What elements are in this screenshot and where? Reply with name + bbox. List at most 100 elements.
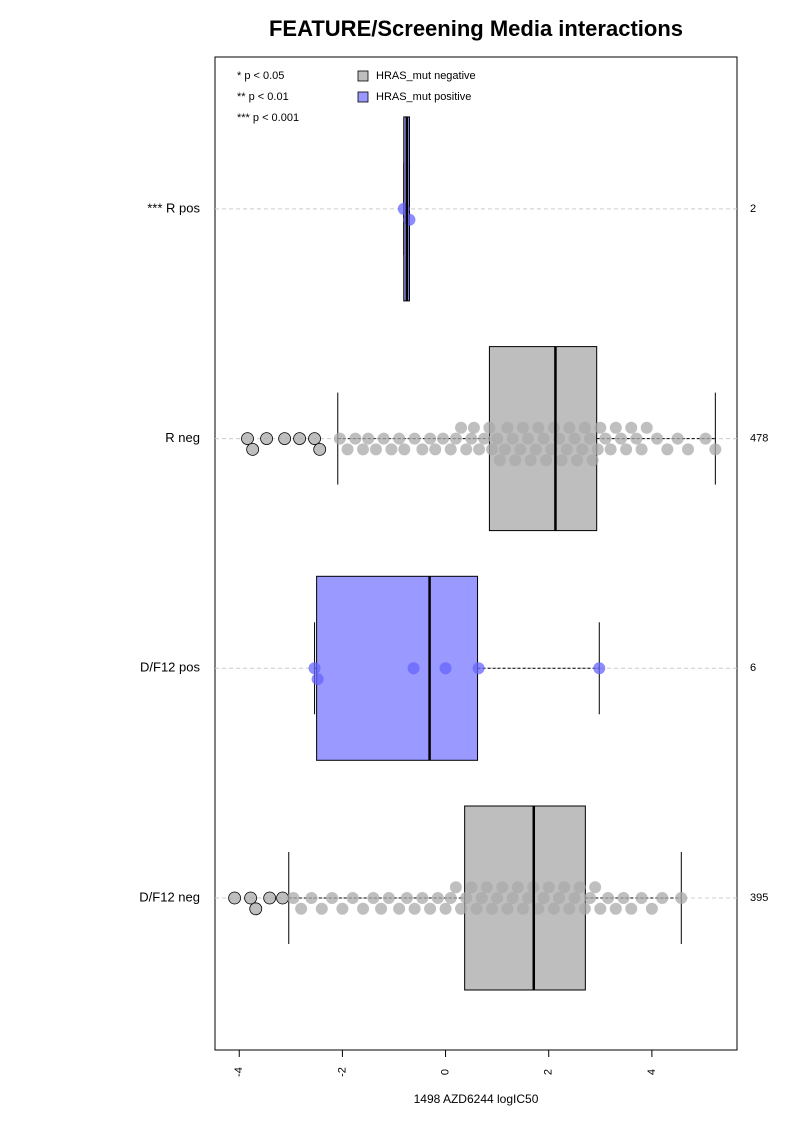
- data-point: [263, 891, 277, 905]
- data-point: [357, 443, 370, 456]
- data-point: [228, 891, 242, 905]
- box-group: [308, 575, 606, 761]
- legend-swatch: [357, 70, 369, 82]
- data-point: [522, 892, 535, 904]
- data-point: [506, 892, 519, 904]
- data-point: [276, 891, 289, 905]
- data-point: [326, 892, 339, 904]
- data-point: [594, 902, 607, 915]
- data-point: [563, 421, 576, 434]
- data-point: [578, 902, 591, 915]
- data-point: [465, 881, 478, 894]
- data-point: [315, 902, 328, 915]
- data-point: [349, 432, 362, 445]
- data-point: [416, 443, 429, 456]
- data-point: [455, 902, 468, 915]
- count-label: 478: [750, 433, 768, 445]
- data-point: [586, 454, 599, 467]
- data-point: [604, 443, 617, 456]
- count-label: 6: [750, 662, 756, 674]
- data-point: [491, 432, 504, 445]
- data-point: [509, 454, 522, 467]
- data-point: [651, 432, 664, 445]
- x-tick-label: 2: [543, 1069, 555, 1075]
- data-point: [578, 421, 591, 434]
- legend-label: HRAS_mut positive: [376, 91, 471, 103]
- data-point: [540, 454, 553, 467]
- y-tick-label: D/F12 pos: [140, 660, 200, 675]
- data-point: [478, 432, 491, 445]
- legend-text: *** p < 0.001: [237, 112, 299, 124]
- data-point: [475, 892, 488, 904]
- data-point: [630, 432, 643, 445]
- data-point: [244, 891, 257, 905]
- data-point: [555, 454, 568, 467]
- x-tick-label: -2: [336, 1067, 348, 1077]
- y-tick-label: D/F12 neg: [139, 889, 200, 904]
- data-point: [501, 902, 514, 915]
- data-point: [568, 892, 581, 904]
- data-point: [675, 892, 688, 904]
- count-label: 395: [750, 892, 768, 904]
- box-group: [241, 346, 722, 532]
- data-point: [375, 902, 388, 915]
- plot-frame: [214, 56, 738, 1051]
- data-point: [444, 443, 457, 456]
- data-point: [472, 662, 485, 675]
- data-point: [408, 432, 421, 445]
- data-point: [537, 432, 550, 445]
- data-point: [602, 892, 615, 904]
- data-point: [591, 443, 604, 456]
- data-point: [336, 902, 349, 915]
- data-point: [640, 421, 653, 434]
- data-point: [382, 892, 395, 904]
- data-point: [576, 443, 589, 456]
- data-point: [485, 902, 498, 915]
- data-point: [594, 421, 607, 434]
- data-point: [568, 432, 581, 445]
- data-point: [501, 421, 514, 434]
- data-point: [558, 881, 571, 894]
- data-point: [362, 432, 375, 445]
- data-point: [656, 892, 669, 904]
- data-point: [287, 892, 300, 904]
- data-point: [398, 443, 411, 456]
- data-point: [429, 443, 442, 456]
- data-point: [460, 443, 473, 456]
- data-point: [278, 432, 292, 446]
- box-group: [397, 116, 416, 302]
- data-point: [635, 892, 648, 904]
- box-group: [228, 805, 688, 991]
- data-point: [393, 902, 406, 915]
- data-point: [480, 881, 493, 894]
- data-point: [241, 432, 254, 446]
- data-point: [416, 892, 429, 904]
- data-point: [532, 421, 545, 434]
- data-point: [563, 902, 576, 915]
- data-point: [455, 421, 468, 434]
- data-point: [491, 892, 504, 904]
- data-point: [465, 432, 478, 445]
- data-point: [308, 662, 321, 675]
- data-point: [635, 443, 648, 456]
- count-label: 2: [750, 203, 756, 215]
- data-point: [516, 421, 529, 434]
- data-point: [424, 902, 437, 915]
- x-tick-label: -4: [233, 1067, 245, 1077]
- data-point: [246, 442, 260, 456]
- data-point: [573, 881, 586, 894]
- chart-title: FEATURE/Screening Media interactions: [269, 16, 683, 41]
- box: [316, 575, 479, 761]
- data-point: [483, 421, 496, 434]
- data-point: [449, 881, 462, 894]
- data-point: [485, 443, 498, 456]
- data-point: [407, 662, 420, 675]
- data-point: [599, 432, 612, 445]
- data-point: [617, 892, 630, 904]
- data-point: [400, 892, 413, 904]
- legend-label: HRAS_mut negative: [376, 70, 476, 82]
- data-point: [547, 902, 560, 915]
- data-point: [625, 421, 638, 434]
- data-point: [583, 432, 596, 445]
